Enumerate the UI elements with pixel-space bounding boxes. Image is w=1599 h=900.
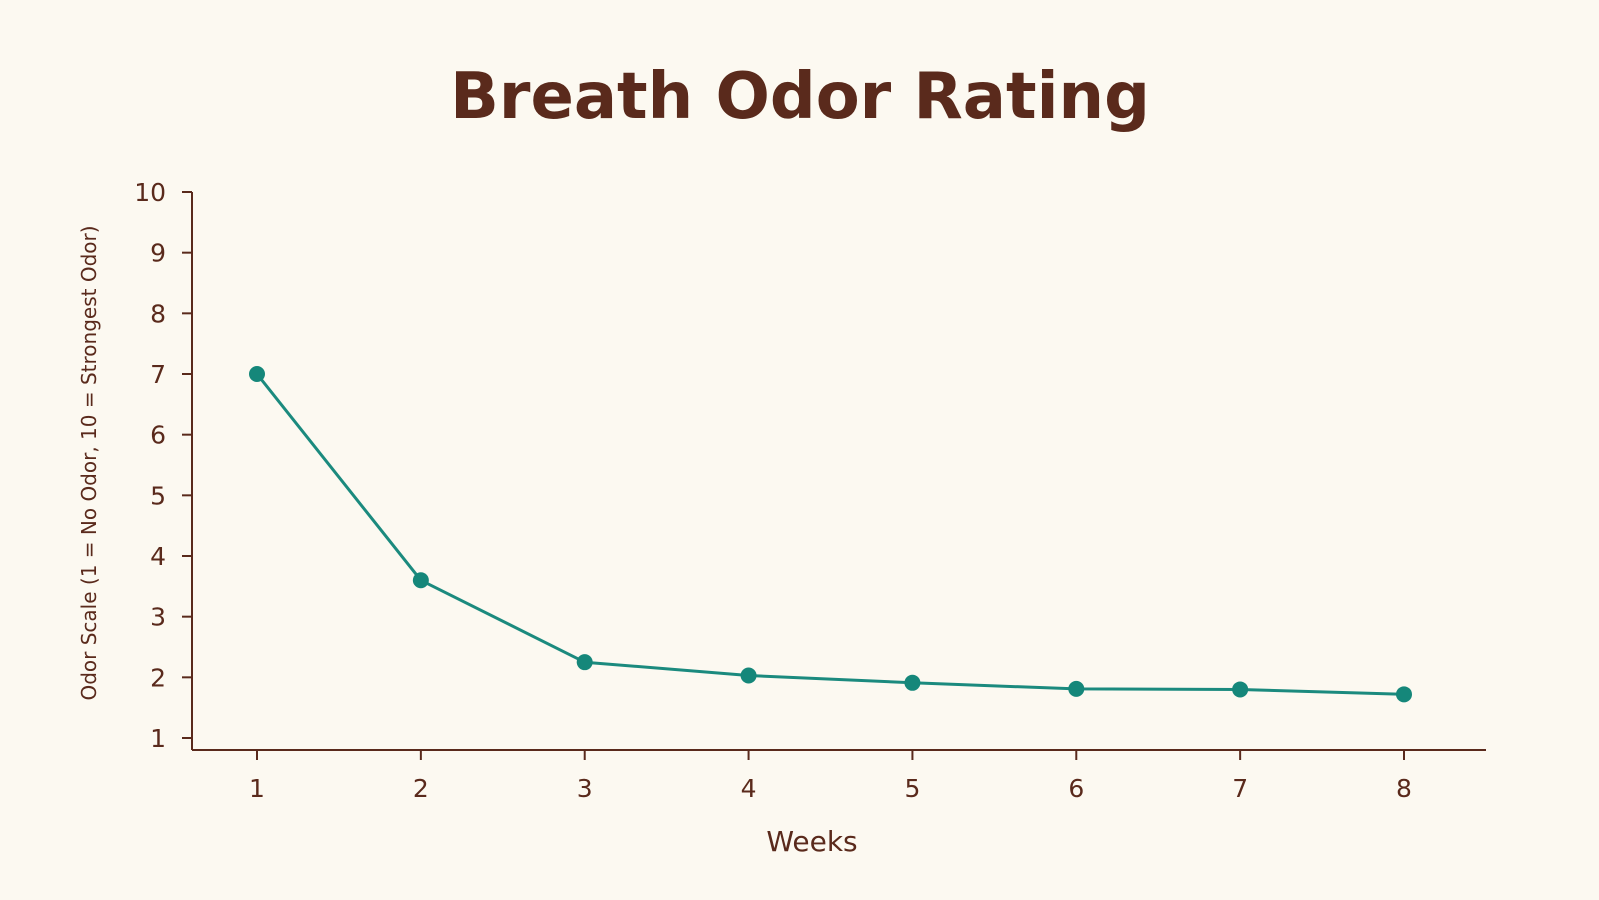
y-axis-label: Odor Scale (1 = No Odor, 10 = Strongest …: [77, 225, 101, 700]
y-tick-label: 4: [150, 542, 166, 571]
data-point: [1068, 680, 1085, 697]
x-tick-label: 5: [904, 774, 920, 803]
y-tick-label: 1: [150, 724, 166, 753]
y-tick-label: 9: [150, 239, 166, 268]
data-point: [1232, 681, 1249, 698]
y-tick-label: 2: [150, 663, 166, 692]
x-tick-label: 8: [1396, 774, 1412, 803]
data-point: [249, 366, 265, 382]
x-tick-label: 4: [741, 774, 757, 803]
x-tick-label: 7: [1232, 774, 1248, 803]
y-tick-label: 7: [150, 360, 166, 389]
series-layer: [249, 366, 1412, 703]
x-tick-label: 2: [413, 774, 429, 803]
y-tick-label: 10: [134, 178, 166, 207]
data-point: [740, 667, 757, 684]
x-axis-label: Weeks: [766, 825, 857, 858]
data-point: [1396, 686, 1412, 703]
data-point: [904, 674, 921, 691]
x-tick-label: 3: [577, 774, 593, 803]
data-point: [412, 572, 429, 589]
y-tick-label: 6: [150, 421, 166, 450]
y-axis-label-group: Odor Scale (1 = No Odor, 10 = Strongest …: [77, 225, 101, 700]
series-line: [255, 373, 1405, 696]
x-tick-label: 6: [1068, 774, 1084, 803]
y-tick-label: 5: [150, 481, 166, 510]
y-tick-label: 3: [150, 603, 166, 632]
y-tick-label: 8: [150, 299, 166, 328]
data-point: [576, 654, 593, 671]
ticks: 1 2 3 4 5 6 7 8 9 10 1 2 3 4 5 6 7 8: [134, 178, 1412, 803]
x-tick-label: 1: [249, 774, 265, 803]
axes: [191, 192, 1486, 751]
chart-title: Breath Odor Rating: [450, 60, 1150, 134]
